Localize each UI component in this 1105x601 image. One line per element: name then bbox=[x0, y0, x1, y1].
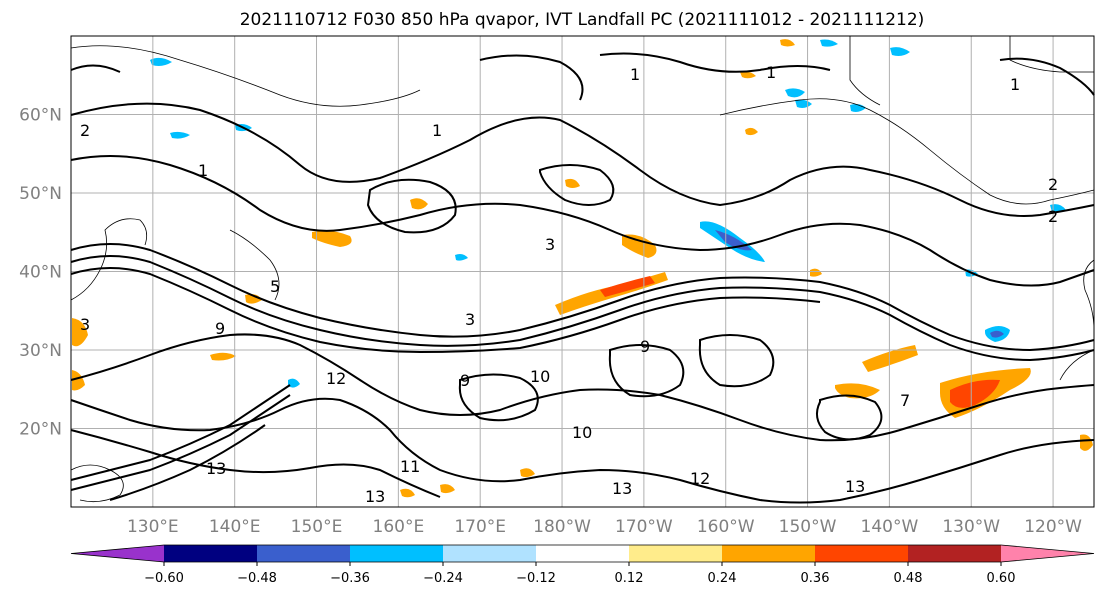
colorbar-tick-label: −0.12 bbox=[516, 571, 556, 586]
colorbar-tick-label: −0.24 bbox=[423, 571, 463, 586]
colorbar-extend-high bbox=[1001, 545, 1094, 562]
contour-label: 3 bbox=[80, 315, 90, 334]
latitude-label: 60°N bbox=[19, 106, 62, 126]
contour-label: 7 bbox=[900, 391, 910, 410]
colorbar-segment bbox=[350, 545, 444, 562]
longitude-labels: 130°E 140°E 150°E 160°E 170°E 180°W 170°W 160°W… bbox=[127, 517, 1082, 537]
contour-label: 1 bbox=[198, 161, 208, 180]
latitude-label: 50°N bbox=[19, 184, 62, 204]
longitude-label: 150°E bbox=[291, 517, 343, 537]
colorbar-segment bbox=[536, 545, 630, 562]
colorbar-tick-label: 0.24 bbox=[708, 571, 737, 586]
contour-label: 1 bbox=[766, 63, 776, 82]
contour-label: 2 bbox=[1048, 207, 1058, 226]
figure-title: 2021110712 F030 850 hPa qvapor, IVT Land… bbox=[240, 10, 925, 30]
contour-label: 13 bbox=[206, 459, 226, 478]
contour-label: 11 bbox=[400, 457, 420, 476]
map-frame bbox=[70, 35, 1095, 508]
colorbar-segment bbox=[722, 545, 816, 562]
longitude-label: 130°W bbox=[942, 517, 1000, 537]
contour-label: 10 bbox=[530, 367, 550, 386]
longitude-label: 150°W bbox=[779, 517, 837, 537]
colorbar-tick-label: −0.60 bbox=[144, 571, 184, 586]
longitude-label: 160°E bbox=[373, 517, 425, 537]
colorbar-tick-label: 0.12 bbox=[615, 571, 644, 586]
colorbar-segment bbox=[908, 545, 1002, 562]
longitude-label: 120°W bbox=[1024, 517, 1082, 537]
contour-label: 1 bbox=[630, 65, 640, 84]
colorbar-segment bbox=[164, 545, 258, 562]
contour-label: 13 bbox=[365, 487, 385, 506]
colorbar: −0.60 −0.48 −0.36 −0.24 −0.12 0.12 0.24 0.36 0.4… bbox=[70, 544, 1095, 586]
contour-label: 9 bbox=[460, 371, 470, 390]
map-gridlines bbox=[71, 36, 1094, 507]
contour-label: 10 bbox=[572, 423, 592, 442]
colorbar-segment bbox=[815, 545, 909, 562]
colorbar-tick-label: −0.48 bbox=[237, 571, 277, 586]
contour-label: 5 bbox=[270, 277, 280, 296]
latitude-label: 40°N bbox=[19, 263, 62, 283]
colorbar-segment bbox=[443, 545, 537, 562]
colorbar-segment bbox=[629, 545, 723, 562]
contour-label: 9 bbox=[215, 319, 225, 338]
latitude-labels: 60°N 50°N 40°N 30°N 20°N bbox=[19, 106, 62, 440]
longitude-label: 140°W bbox=[861, 517, 919, 537]
contour-label: 1 bbox=[432, 121, 442, 140]
colorbar-tick-label: 0.36 bbox=[801, 571, 830, 586]
latitude-label: 30°N bbox=[19, 341, 62, 361]
longitude-label: 180°W bbox=[533, 517, 591, 537]
contour-label: 13 bbox=[845, 477, 865, 496]
contour-label: 12 bbox=[690, 469, 710, 488]
colorbar-segment bbox=[257, 545, 351, 562]
longitude-label: 130°E bbox=[127, 517, 179, 537]
colorbar-tick-label: 0.60 bbox=[987, 571, 1016, 586]
longitude-label: 140°E bbox=[209, 517, 261, 537]
contour-label: 1 bbox=[1010, 75, 1020, 94]
coastlines bbox=[70, 36, 1095, 503]
ivt-contours bbox=[70, 52, 1095, 504]
longitude-label: 170°E bbox=[454, 517, 506, 537]
contour-label: 13 bbox=[612, 479, 632, 498]
longitude-label: 170°W bbox=[615, 517, 673, 537]
colorbar-tick-label: −0.36 bbox=[330, 571, 370, 586]
contour-label: 12 bbox=[326, 369, 346, 388]
contour-label: 9 bbox=[640, 337, 650, 356]
map-panel: 1 1 1 1 2 2 2 3 3 5 7 9 9 9 10 10 11 12 … bbox=[70, 35, 1095, 508]
colorbar-extend-low bbox=[71, 545, 164, 562]
contour-label: 2 bbox=[80, 121, 90, 140]
latitude-label: 20°N bbox=[19, 420, 62, 440]
contour-label: 3 bbox=[545, 235, 555, 254]
contour-label: 3 bbox=[465, 310, 475, 329]
contour-label: 2 bbox=[1048, 175, 1058, 194]
longitude-label: 160°W bbox=[697, 517, 755, 537]
contour-labels: 1 1 1 1 2 2 2 3 3 5 7 9 9 9 10 10 11 12 … bbox=[80, 63, 1058, 506]
colorbar-tick-label: 0.48 bbox=[894, 571, 923, 586]
